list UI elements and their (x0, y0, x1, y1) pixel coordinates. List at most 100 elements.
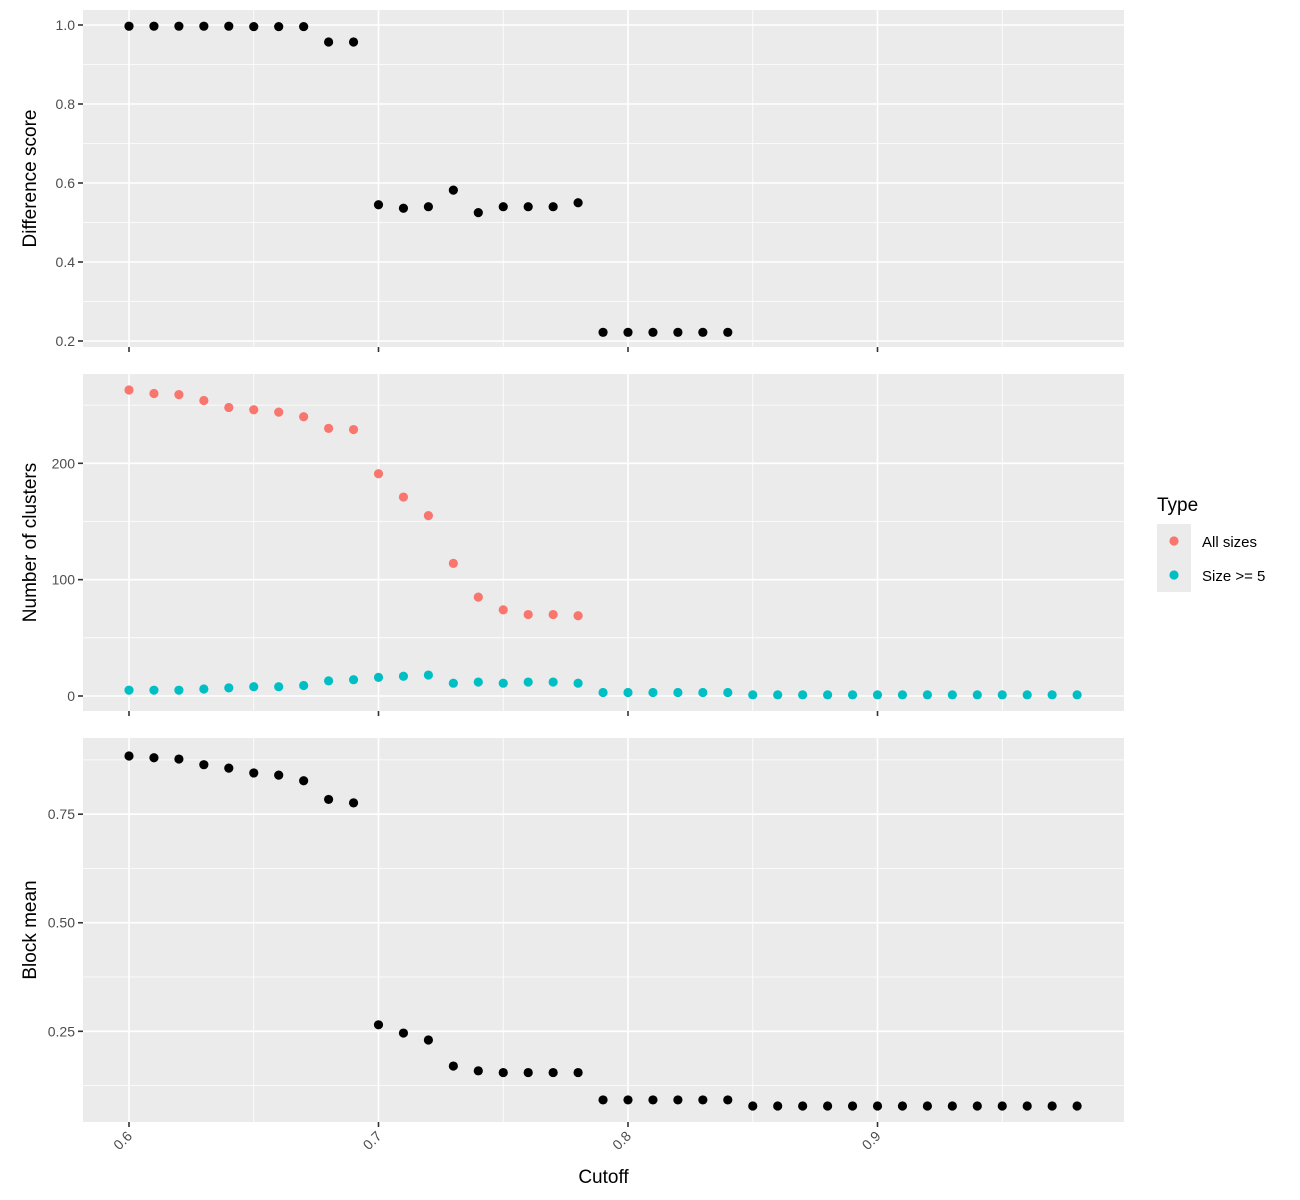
data-point (997, 1101, 1007, 1111)
y-tick-label: 0.6 (56, 175, 76, 191)
y-tick-label: 200 (52, 455, 76, 471)
data-point (847, 690, 858, 700)
data-point (623, 1095, 633, 1105)
data-point (798, 1101, 808, 1111)
data-point (274, 682, 284, 692)
series-2 (124, 670, 1082, 700)
data-point (348, 37, 359, 47)
data-point (224, 683, 234, 693)
data-point (373, 200, 384, 210)
data-point (473, 208, 483, 218)
data-point (199, 395, 209, 406)
data-point (448, 185, 458, 195)
data-point (773, 690, 783, 700)
x-tick-label: 0.7 (360, 1128, 385, 1153)
data-point (124, 751, 134, 761)
data-point (473, 1066, 483, 1076)
data-point (423, 670, 433, 680)
panel-2: 0 100 200 Number of clusters (20, 374, 1124, 716)
y-tick-label: 100 (52, 572, 76, 588)
y-axis-title: Number of clusters (20, 463, 41, 622)
data-point (573, 198, 583, 208)
data-point (174, 754, 184, 764)
data-point (199, 21, 209, 31)
series-1 (124, 751, 1082, 1111)
data-point (423, 511, 433, 521)
data-point (373, 469, 384, 479)
y-axis-title: Difference score (20, 110, 41, 248)
data-point (498, 605, 508, 615)
data-point (224, 402, 234, 413)
data-point (673, 687, 683, 698)
panel-background (83, 738, 1124, 1122)
data-point (423, 202, 433, 212)
x-axis-title: Cutoff (578, 1167, 629, 1188)
data-point (299, 412, 309, 422)
y-tick-label: 0.4 (56, 254, 76, 270)
data-point (548, 609, 558, 620)
data-point (249, 768, 259, 778)
data-point (299, 21, 309, 32)
data-point (398, 203, 409, 213)
x-tick-label: 0.6 (110, 1128, 135, 1153)
data-point (274, 770, 284, 780)
data-point (773, 1101, 783, 1111)
data-point (324, 423, 334, 433)
data-point (548, 1067, 558, 1078)
data-point (398, 1028, 409, 1038)
data-point (498, 202, 508, 212)
data-point (498, 678, 508, 688)
data-point (448, 1061, 458, 1071)
data-point (149, 753, 159, 763)
legend-item-label: Size >= 5 (1202, 568, 1265, 585)
data-point (299, 680, 309, 691)
data-point (997, 690, 1007, 700)
panel-3: 0.25 0.50 0.75 Block mean (20, 738, 1124, 1127)
data-point (548, 202, 558, 212)
data-point (149, 21, 159, 31)
data-point (324, 794, 334, 805)
data-point (598, 327, 608, 337)
y-tick-label: 1.0 (56, 17, 76, 33)
data-point (249, 405, 259, 415)
data-point (423, 1035, 433, 1045)
data-point (648, 687, 658, 698)
y-tick-label: 0.50 (48, 915, 75, 931)
data-point (673, 1095, 683, 1105)
data-point (398, 492, 409, 502)
panel-1: 0.2 0.4 0.6 0.8 1.0 Difference score (20, 10, 1124, 352)
data-point (698, 687, 708, 698)
data-point (598, 687, 608, 698)
data-point (473, 592, 483, 602)
legend-key-marker (1169, 536, 1179, 546)
y-tick-label: 0 (67, 688, 75, 704)
data-point (1047, 690, 1057, 700)
legend-item-label: All sizes (1202, 534, 1257, 551)
data-point (324, 37, 334, 47)
data-point (897, 1101, 908, 1111)
data-point (373, 1020, 384, 1030)
data-point (623, 327, 633, 337)
data-point (872, 690, 883, 700)
y-tick-label: 0.25 (48, 1023, 75, 1039)
x-tick-label: 0.8 (609, 1128, 634, 1153)
data-point (698, 327, 708, 337)
panel-background (83, 10, 1124, 347)
data-point (523, 202, 533, 212)
data-point (623, 687, 633, 698)
data-point (1047, 1101, 1057, 1111)
data-point (523, 609, 533, 620)
data-point (124, 21, 134, 31)
data-point (723, 687, 733, 698)
data-point (897, 690, 908, 700)
series-1 (124, 385, 583, 621)
data-point (299, 776, 309, 786)
data-point (348, 798, 359, 808)
data-point (872, 1101, 883, 1111)
data-point (573, 611, 583, 621)
data-point (823, 1101, 833, 1111)
data-point (648, 1095, 658, 1105)
data-point (199, 760, 209, 770)
data-point (348, 424, 359, 435)
